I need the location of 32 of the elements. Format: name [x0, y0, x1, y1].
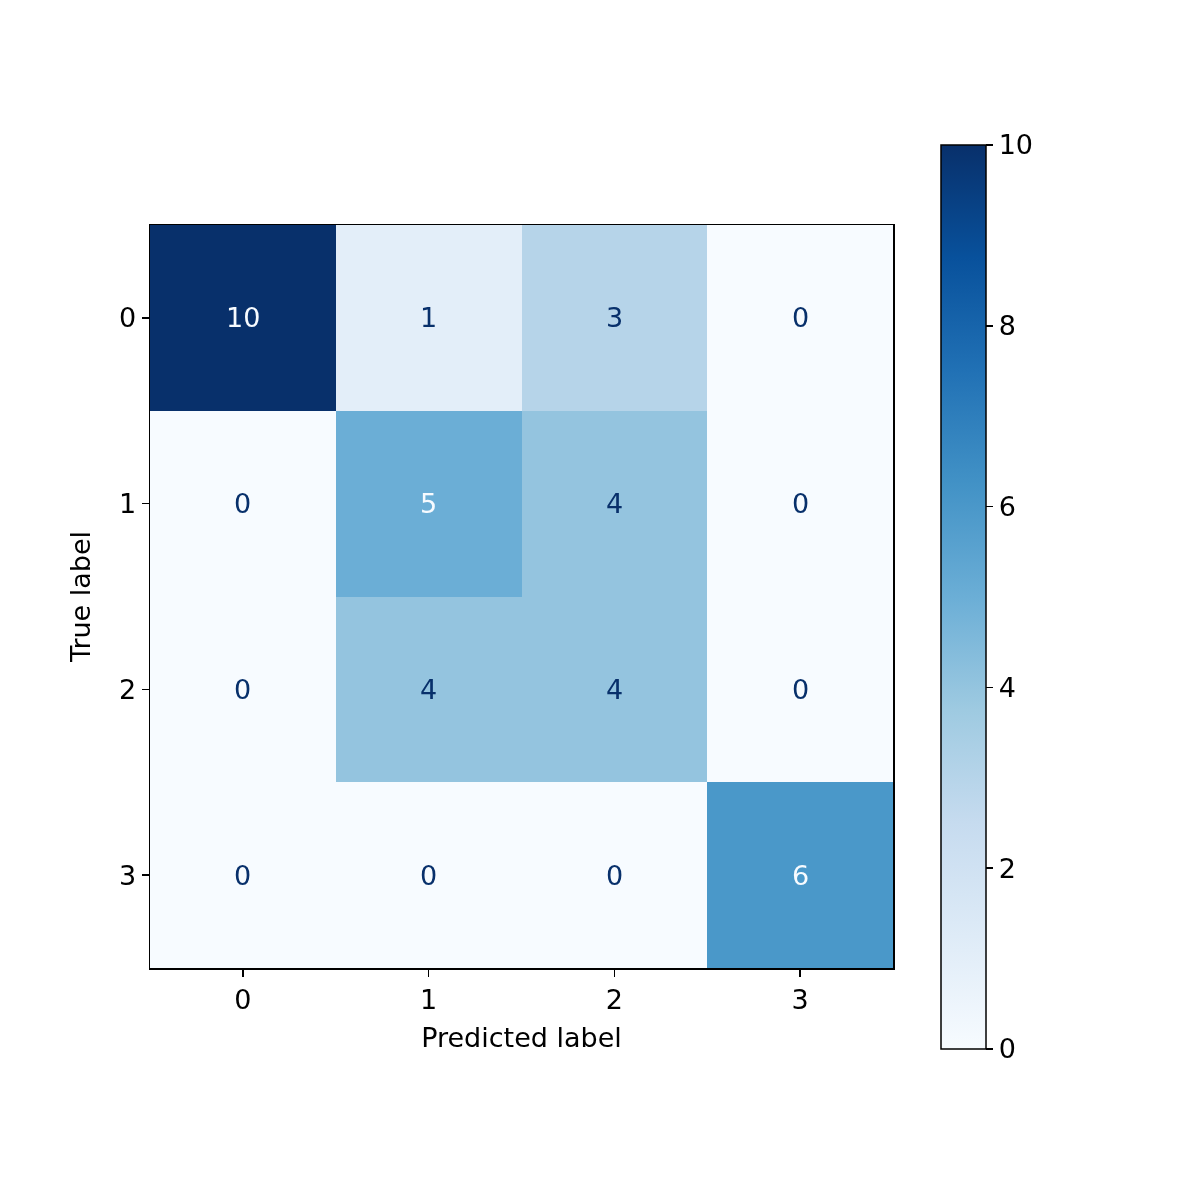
data-label: 10: [226, 302, 261, 333]
data-label: 4: [420, 674, 438, 705]
data-label: 0: [234, 488, 252, 519]
data-label: 0: [792, 488, 810, 519]
x-tick-label: 2: [605, 983, 623, 1015]
data-label: 4: [606, 674, 624, 705]
data-label: 0: [606, 860, 624, 891]
data-label: 0: [420, 860, 438, 891]
data-label: 0: [234, 860, 252, 891]
data-label: 5: [420, 488, 438, 519]
x-tick-label: 1: [420, 983, 438, 1015]
color-bar-label: 10: [998, 129, 1034, 161]
x-tick-label: 3: [791, 983, 809, 1015]
x-tick-label: 0: [234, 983, 252, 1015]
x-axis-title: Predicted label: [421, 1022, 622, 1054]
y-tick-label: 0: [118, 302, 137, 334]
y-tick-label: 2: [118, 673, 137, 705]
data-label: 3: [606, 302, 624, 333]
data-label: 0: [234, 674, 252, 705]
color-bar-label: 2: [998, 852, 1016, 884]
data-label: 4: [606, 488, 624, 519]
color-bar-label: 4: [998, 671, 1016, 703]
y-tick-label: 1: [118, 488, 137, 520]
y-axis-title: True label: [65, 530, 97, 664]
data-label: 6: [792, 860, 810, 891]
color-bar-label: 8: [998, 310, 1016, 342]
y-tick-label: 3: [118, 859, 137, 891]
data-label: 1: [420, 302, 438, 333]
color-bar-label: 6: [998, 491, 1016, 523]
data-label: 0: [792, 674, 810, 705]
color-bar-label: 0: [998, 1033, 1016, 1065]
data-label: 0: [792, 302, 810, 333]
